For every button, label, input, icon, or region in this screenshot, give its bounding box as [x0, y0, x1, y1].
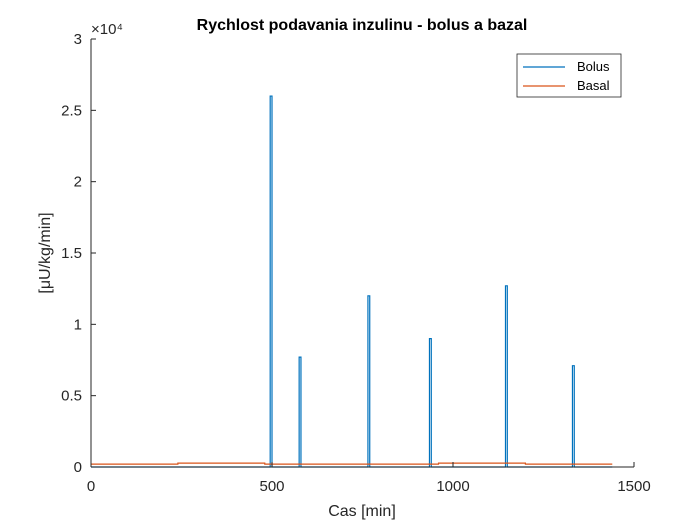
y-tick-label: 0.5 — [61, 388, 82, 405]
x-tick-label: 500 — [259, 478, 284, 495]
legend-box — [516, 53, 622, 98]
x-tick-label: 0 — [87, 478, 95, 495]
x-axis-title: Cas [min] — [328, 503, 396, 520]
y-tick-label: 0 — [74, 459, 82, 476]
y-tick-label: 2 — [74, 174, 82, 191]
chart-title: Rychlost podavania inzulinu - bolus a ba… — [197, 17, 528, 34]
plot-background — [91, 39, 634, 467]
y-axis-title: [μU/kg/min] — [37, 212, 54, 293]
ticks-layer: 0 500 1000 1500 0 0.5 1 1.5 2 2.5 3 — [61, 31, 651, 495]
y-tick-label: 2.5 — [61, 102, 82, 119]
y-tick-label: 1.5 — [61, 245, 82, 262]
legend-label-bolus: Bolus — [577, 59, 610, 74]
x-tick-label: 1500 — [617, 478, 650, 495]
legend[interactable]: Bolus Basal — [516, 53, 622, 98]
y-axis-exponent-label: ×10⁴ — [91, 21, 123, 38]
y-tick-label: 1 — [74, 316, 82, 333]
legend-entries: Bolus Basal — [523, 59, 610, 93]
legend-label-basal: Basal — [577, 78, 610, 93]
y-tick-label: 3 — [74, 31, 82, 48]
series-line-basal — [91, 462, 613, 465]
x-tick-label: 1000 — [436, 478, 469, 495]
